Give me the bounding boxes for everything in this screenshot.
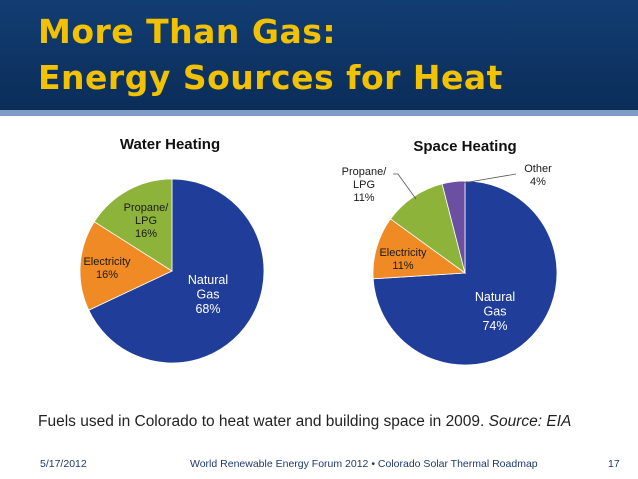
space-slice-other [441, 180, 466, 274]
header-divider [0, 110, 638, 116]
space-label-propane-lpg: Propane/LPG 11% [342, 166, 388, 204]
pie-charts: Natural Gas 68% Electricity 16% Propane/LPG 16… [79, 136, 558, 366]
title-banner-background [0, 0, 638, 110]
caption-text: Fuels used in Colorado to heat water and… [38, 413, 485, 430]
space-label-other: Other 4% [524, 163, 552, 188]
space-chart-title: Space Heating [413, 138, 516, 155]
slide-title-line1: More Than Gas: [38, 12, 337, 51]
water-slice-natural-gas [88, 178, 265, 364]
caption-source: Source: EIA [488, 413, 572, 430]
water-label-electricity: Electricity 16% [83, 256, 131, 281]
space-heating-pie: Natural Gas 74% Electricity 11% Propane/LPG 11… [342, 138, 558, 366]
water-slice-propane-lpg [93, 178, 173, 272]
space-leader-propane-lpg [393, 173, 417, 200]
space-label-electricity: Electricity 11% [379, 247, 427, 272]
slide-title-line2: Energy Sources for Heat [38, 58, 503, 97]
water-heating-pie: Natural Gas 68% Electricity 16% Propane/LPG 16… [79, 136, 265, 364]
space-label-natural-gas: Natural Gas 74% [475, 290, 515, 333]
footer-date: 5/17/2012 [40, 458, 87, 470]
figure-caption: Fuels used in Colorado to heat water and… [38, 413, 571, 431]
space-leader-other [462, 173, 517, 184]
footer-event: World Renewable Energy Forum 2012 • Colo… [190, 458, 538, 470]
water-slice-electricity [79, 221, 173, 311]
water-label-propane-lpg: Propane/LPG 16% [124, 202, 170, 240]
title-banner: More Than Gas: Energy Sources for Heat [0, 0, 638, 110]
footer-page-number: 17 [608, 458, 620, 470]
water-label-natural-gas: Natural Gas 68% [188, 273, 228, 316]
water-chart-title: Water Heating [120, 136, 220, 153]
